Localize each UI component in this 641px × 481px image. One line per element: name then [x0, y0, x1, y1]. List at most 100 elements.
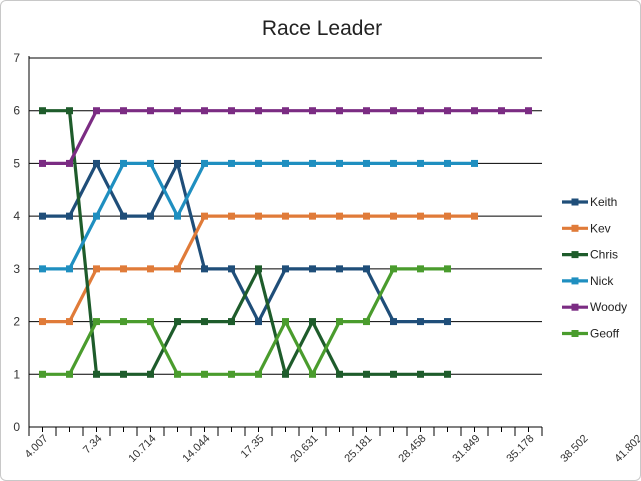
data-point-geoff — [93, 318, 100, 326]
x-tick-label: 20.631 — [288, 433, 320, 465]
data-point-chris — [255, 265, 262, 273]
y-tick-label: 1 — [13, 367, 20, 381]
data-point-nick — [174, 212, 181, 220]
data-point-woody — [525, 107, 532, 115]
data-point-kev — [39, 318, 46, 326]
data-point-keith — [66, 212, 73, 220]
y-tick-label: 0 — [13, 420, 20, 434]
y-tick-label: 4 — [13, 209, 20, 223]
data-point-keith — [282, 265, 289, 273]
data-point-chris — [444, 370, 451, 378]
data-point-keith — [39, 212, 46, 220]
legend-marker-geoff — [571, 330, 579, 337]
data-point-kev — [282, 212, 289, 220]
data-point-nick — [93, 212, 100, 220]
data-point-nick — [147, 159, 154, 167]
data-point-woody — [201, 107, 208, 115]
data-point-kev — [201, 212, 208, 220]
data-point-nick — [120, 159, 127, 167]
data-point-woody — [417, 107, 424, 115]
data-point-woody — [120, 107, 127, 115]
y-tick-label: 3 — [13, 262, 20, 276]
data-point-chris — [174, 318, 181, 326]
data-point-kev — [309, 212, 316, 220]
x-tick-label: 35.178 — [504, 433, 536, 465]
data-point-kev — [120, 265, 127, 273]
data-point-woody — [147, 107, 154, 115]
x-tick-label: 41.802 — [612, 433, 640, 465]
data-point-woody — [282, 107, 289, 115]
data-point-nick — [444, 159, 451, 167]
legend-label-keith: Keith — [590, 195, 617, 209]
series-line-geoff — [42, 267, 448, 376]
legend-marker-nick — [571, 277, 579, 285]
data-point-chris — [282, 370, 289, 378]
legend-label-chris: Chris — [590, 248, 618, 262]
data-point-keith — [174, 159, 181, 167]
data-point-chris — [390, 370, 397, 378]
legend-marker-chris — [571, 251, 579, 259]
data-point-nick — [363, 159, 370, 167]
y-tick-label: 5 — [13, 156, 20, 170]
data-point-nick — [228, 159, 235, 167]
data-point-geoff — [309, 370, 316, 378]
data-point-keith — [201, 265, 208, 273]
data-point-kev — [93, 265, 100, 273]
data-point-woody — [93, 107, 100, 115]
data-point-woody — [174, 107, 181, 115]
data-point-geoff — [66, 370, 73, 378]
data-point-kev — [66, 318, 73, 326]
series-line-woody — [42, 109, 529, 165]
data-point-chris — [120, 370, 127, 378]
data-point-geoff — [336, 318, 343, 326]
legend-marker-keith — [571, 198, 579, 206]
data-point-keith — [336, 265, 343, 273]
data-point-geoff — [444, 265, 451, 273]
data-point-woody — [39, 159, 46, 167]
data-point-nick — [309, 159, 316, 167]
data-point-nick — [471, 159, 478, 167]
legend: Keith Kev Chris Nick Woody Geoff — [562, 195, 627, 341]
data-point-keith — [444, 318, 451, 326]
legend-label-kev: Kev — [590, 221, 611, 235]
axes: 0 1 2 3 4 5 6 7 4.007 7.34 10.714 14.044 17.35 20.631… — [13, 51, 640, 465]
data-point-chris — [39, 107, 46, 115]
data-point-woody — [390, 107, 397, 115]
y-tick-label: 2 — [13, 315, 20, 329]
data-point-woody — [471, 107, 478, 115]
data-point-keith — [120, 212, 127, 220]
data-point-geoff — [174, 370, 181, 378]
x-tick-label: 10.714 — [126, 433, 158, 465]
data-point-kev — [417, 212, 424, 220]
x-tick-label: 14.044 — [180, 433, 212, 465]
legend-label-woody: Woody — [590, 300, 627, 314]
x-tick-label: 31.849 — [450, 433, 482, 465]
data-point-keith — [228, 265, 235, 273]
data-point-nick — [66, 265, 73, 273]
data-point-kev — [471, 212, 478, 220]
data-point-nick — [255, 159, 262, 167]
legend-label-geoff: Geoff — [590, 327, 620, 341]
data-point-keith — [255, 318, 262, 326]
data-point-nick — [39, 265, 46, 273]
data-point-nick — [282, 159, 289, 167]
x-tick-label: 7.34 — [81, 433, 105, 457]
data-point-kev — [390, 212, 397, 220]
chart-title: Race Leader — [262, 17, 382, 40]
data-point-chris — [309, 318, 316, 326]
data-point-woody — [228, 107, 235, 115]
series-line-chris — [42, 109, 448, 376]
legend-marker-kev — [571, 224, 579, 232]
data-point-chris — [66, 107, 73, 115]
data-point-chris — [147, 370, 154, 378]
data-point-keith — [309, 265, 316, 273]
data-point-kev — [228, 212, 235, 220]
data-point-keith — [390, 318, 397, 326]
data-point-kev — [363, 212, 370, 220]
data-point-kev — [255, 212, 262, 220]
data-point-kev — [147, 265, 154, 273]
data-point-woody — [498, 107, 505, 115]
data-point-nick — [390, 159, 397, 167]
